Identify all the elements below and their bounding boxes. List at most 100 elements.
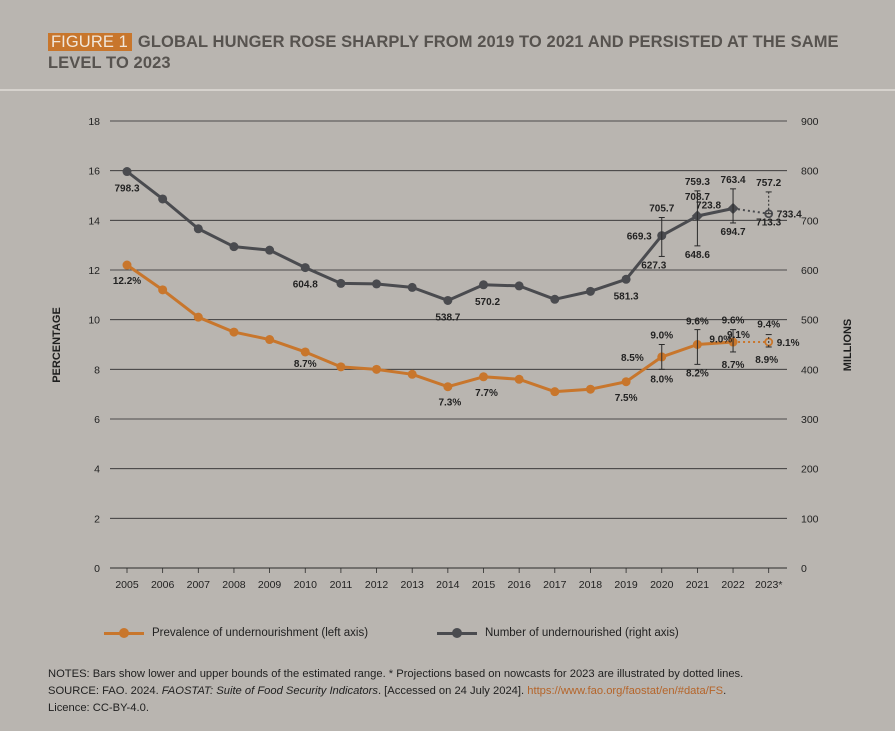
prevalence-point: [336, 362, 346, 372]
prevalence-data-label: 8.7%: [294, 359, 317, 370]
prevalence-line: [126, 263, 734, 394]
prevalence-range-high-label: 9.4%: [757, 320, 780, 331]
prevalence-point: [585, 384, 595, 394]
left-tick-label: 0: [94, 563, 100, 575]
prevalence-point: [158, 285, 168, 295]
left-tick-label: 2: [94, 513, 100, 525]
x-tick-label: 2010: [294, 579, 318, 591]
number-point: [158, 194, 168, 204]
prevalence-data-label: 12.2%: [113, 276, 141, 287]
right-axis-title: MILLIONS: [842, 319, 854, 372]
right-tick-label: 700: [801, 215, 819, 227]
x-tick-label: 2021: [686, 579, 710, 591]
prevalence-point: [122, 260, 132, 270]
prevalence-data-label: 7.7%: [475, 388, 498, 399]
source-line: SOURCE: FAO. 2024. FAOSTAT: Suite of Foo…: [48, 683, 868, 700]
prevalence-point: [229, 327, 239, 337]
number-line: [126, 170, 734, 302]
number-data-label: 708.7: [685, 192, 710, 203]
prevalence-point: [443, 382, 453, 392]
notes-line: NOTES: Bars show lower and upper bounds …: [48, 668, 744, 680]
left-axis-title: PERCENTAGE: [51, 307, 63, 383]
right-tick-label: 100: [801, 513, 819, 525]
left-tick-label: 4: [94, 464, 100, 476]
x-tick-label: 2015: [472, 579, 496, 591]
x-tick-label: 2006: [151, 579, 175, 591]
source-link[interactable]: https://www.fao.org/faostat/en/#data/FS: [527, 685, 724, 697]
legend-item-prevalence: Prevalence of undernourishment (left axi…: [104, 624, 368, 642]
number-range-high-label: 757.2: [756, 178, 781, 189]
number-point: [300, 263, 310, 273]
right-tick-label: 800: [801, 166, 819, 178]
prevalence-data-label: 9.0%: [709, 335, 732, 346]
number-point: [193, 224, 203, 234]
number-data-label: 798.3: [114, 184, 139, 195]
legend-swatch-prevalence: [104, 626, 144, 640]
number-data-label: 604.8: [293, 280, 318, 291]
prevalence-range-low-label: 8.7%: [722, 360, 745, 371]
number-point: [265, 245, 275, 255]
x-tick-label: 2005: [115, 579, 139, 591]
number-point: [336, 278, 346, 288]
number-point: [585, 286, 595, 296]
number-data-label: 723.8: [696, 201, 721, 212]
number-point: [407, 282, 417, 292]
prevalence-point: [407, 369, 417, 379]
number-range-high-label: 763.4: [721, 175, 746, 186]
number-data-label: 570.2: [475, 297, 500, 308]
x-tick-label: 2017: [543, 579, 567, 591]
prevalence-point: [265, 335, 275, 345]
number-point: [229, 242, 239, 252]
left-tick-label: 6: [94, 414, 100, 426]
number-range-high-label: 759.3: [685, 177, 710, 188]
figure-title-text: GLOBAL HUNGER ROSE SHARPLY FROM 2019 TO …: [48, 33, 839, 72]
legend-label-prevalence: Prevalence of undernourishment (left axi…: [152, 627, 369, 639]
prevalence-data-label: 7.3%: [438, 398, 461, 409]
prevalence-data-label: 7.5%: [615, 393, 638, 404]
prevalence-range-low-label: 8.9%: [755, 355, 778, 366]
x-tick-label: 2013: [401, 579, 425, 591]
x-tick-label: 2022: [721, 579, 745, 591]
x-tick-label: 2009: [258, 579, 282, 591]
left-tick-label: 12: [88, 265, 100, 277]
number-data-label: 669.3: [627, 232, 652, 243]
prevalence-point: [479, 372, 488, 382]
right-tick-label: 500: [801, 315, 819, 327]
title-divider: [0, 89, 895, 91]
prevalence-point: [193, 312, 203, 322]
prevalence-data-label: 8.5%: [621, 353, 644, 364]
number-data-label: 538.7: [435, 312, 460, 323]
x-tick-label: 2007: [187, 579, 211, 591]
right-tick-label: 300: [801, 414, 819, 426]
number-range-low-label: 713.3: [756, 218, 781, 229]
licence-line: Licence: CC-BY-4.0.: [48, 702, 149, 714]
legend-item-number: Number of undernourished (right axis): [437, 624, 679, 642]
number-point: [372, 279, 382, 289]
number-range-low-label: 694.7: [721, 227, 746, 238]
prevalence-data-label: 9.1%: [777, 338, 800, 349]
prevalence-range-high-label: 9.6%: [722, 316, 745, 327]
figure-badge: FIGURE 1: [48, 33, 132, 51]
number-data-label: 581.3: [614, 291, 639, 302]
right-tick-label: 400: [801, 364, 819, 376]
x-tick-label: 2016: [507, 579, 531, 591]
number-range-low-label: 648.6: [685, 250, 710, 261]
right-tick-label: 600: [801, 265, 819, 277]
right-tick-label: 0: [801, 563, 807, 575]
number-point: [479, 280, 488, 290]
number-point: [443, 295, 453, 305]
legend-label-number: Number of undernourished (right axis): [485, 627, 679, 639]
prevalence-data-label: 9.1%: [727, 330, 750, 341]
prevalence-point: [550, 387, 560, 397]
prevalence-range-low-label: 8.0%: [650, 374, 673, 385]
left-tick-label: 16: [88, 166, 100, 178]
prevalence-point: [300, 347, 310, 357]
x-tick-label: 2018: [579, 579, 603, 591]
number-range-low-label: 627.3: [641, 260, 666, 271]
figure-title: FIGURE 1 GLOBAL HUNGER ROSE SHARPLY FROM …: [48, 32, 848, 74]
x-tick-label: 2023*: [755, 579, 782, 591]
x-tick-label: 2011: [330, 579, 353, 591]
number-range-high-label: 705.7: [649, 204, 674, 215]
number-projection-line: [732, 207, 769, 215]
